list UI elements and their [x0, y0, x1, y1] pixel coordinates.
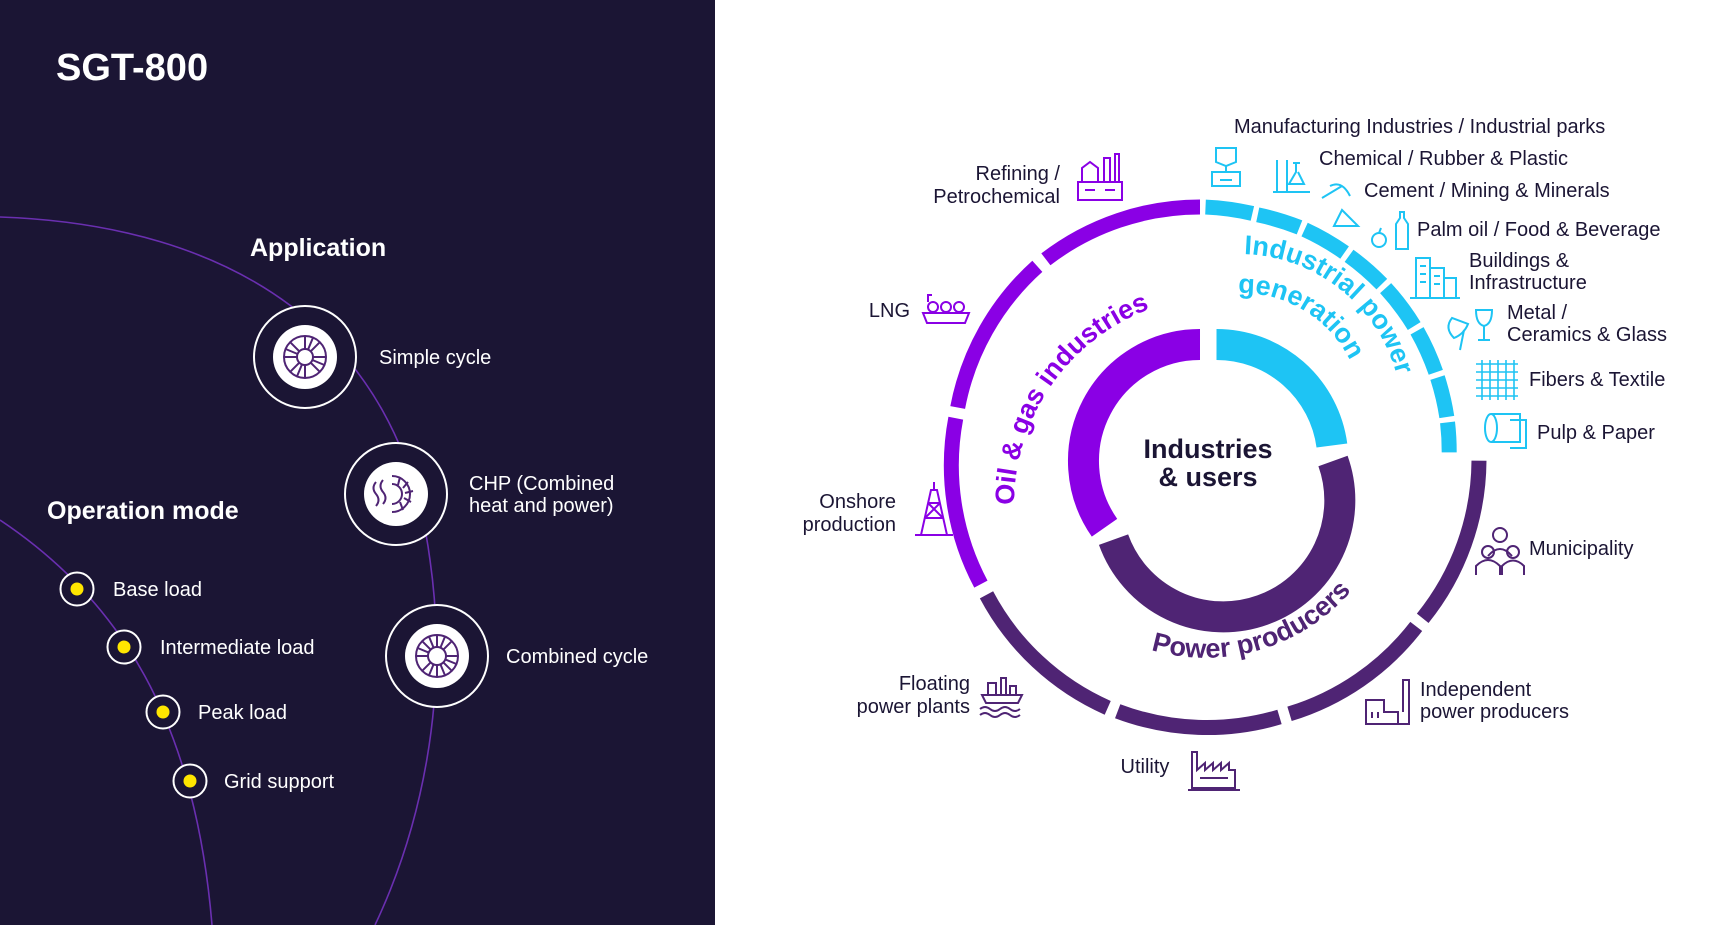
- turbine-icon: [283, 335, 327, 379]
- svg-text:Refining /: Refining /: [976, 163, 1061, 185]
- svg-text:LNG: LNG: [869, 300, 910, 322]
- svg-text:Buildings &: Buildings &: [1469, 250, 1570, 272]
- oil-rig-icon: [915, 482, 953, 536]
- user-cement-mining: Cement / Mining & Minerals: [1321, 180, 1610, 227]
- user-fibers-textile: Fibers & Textile: [1476, 360, 1665, 400]
- svg-text:Fibers & Textile: Fibers & Textile: [1529, 369, 1665, 391]
- application-heading: Application: [250, 234, 386, 262]
- user-chemical: Chemical / Rubber & Plastic: [1273, 148, 1568, 193]
- outer-ring-segment-industrial-power: [1205, 199, 1255, 221]
- outer-ring-segment-industrial-power: [1344, 249, 1388, 290]
- application-label: heat and power): [469, 495, 614, 517]
- outer-ring-segment-industrial-power: [1430, 375, 1455, 419]
- turbine-combined-icon: [415, 634, 459, 678]
- operation-label: Grid support: [224, 771, 334, 793]
- decorative-arc-outer: [0, 216, 438, 925]
- user-refining-petrochemical: Refining / Petrochemical: [933, 153, 1123, 208]
- user-pulp-paper: Pulp & Paper: [1484, 413, 1655, 449]
- floating-plant-icon: [979, 677, 1024, 718]
- svg-text:Floating: Floating: [899, 673, 970, 695]
- operation-item-peak-load[interactable]: Peak load: [145, 694, 287, 730]
- outer-ring-segment-industrial-power: [1440, 421, 1457, 453]
- outer-ring-segment-industrial-power: [1380, 283, 1421, 331]
- operation-item-base-load[interactable]: Base load: [59, 571, 202, 607]
- left-panel: SGT-800 Application Simple cycle: [0, 0, 715, 925]
- outer-ring-segment-oil-gas: [943, 416, 988, 588]
- application-item-combined-cycle[interactable]: Combined cycle: [385, 604, 648, 708]
- inner-ring-segment-power-producers: [1098, 455, 1356, 633]
- svg-text:Cement / Mining & Minerals: Cement / Mining & Minerals: [1364, 180, 1610, 202]
- operation-label: Peak load: [198, 702, 287, 724]
- factory-icon: [1365, 679, 1410, 725]
- user-metal-ceramics: Metal / Ceramics & Glass: [1447, 302, 1667, 351]
- svg-text:Infrastructure: Infrastructure: [1469, 272, 1587, 294]
- outer-ring-segment-oil-gas: [1041, 199, 1201, 266]
- svg-text:Onshore: Onshore: [819, 491, 896, 513]
- outer-ring-segment-power-producers: [979, 591, 1111, 715]
- buildings-icon: [1410, 257, 1460, 299]
- svg-text:Metal /: Metal /: [1507, 302, 1567, 324]
- user-independent-producers: Independent power producers: [1365, 679, 1569, 725]
- svg-text:Municipality: Municipality: [1529, 538, 1633, 560]
- application-graphic: SGT-800 Application Simple cycle: [0, 47, 648, 925]
- outer-ring-segment-oil-gas: [950, 260, 1043, 409]
- center-label: Industries: [1143, 434, 1272, 464]
- outer-ring-segment-power-producers: [1287, 621, 1423, 722]
- svg-text:Petrochemical: Petrochemical: [933, 186, 1060, 208]
- user-onshore-production: Onshore production: [803, 482, 953, 536]
- paper-roll-icon: [1484, 413, 1527, 449]
- svg-text:power plants: power plants: [857, 696, 970, 718]
- user-buildings: Buildings & Infrastructure: [1410, 250, 1587, 299]
- page-title: SGT-800: [56, 47, 208, 89]
- user-floating-plants: Floating power plants: [857, 673, 1024, 718]
- svg-text:production: production: [803, 514, 896, 536]
- center-label: & users: [1158, 462, 1257, 492]
- chemical-flask-icon: [1273, 160, 1310, 193]
- ceramics-glass-icon: [1447, 309, 1494, 351]
- refinery-icon: [1077, 153, 1123, 201]
- svg-text:power producers: power producers: [1420, 701, 1569, 723]
- operation-item-grid-support[interactable]: Grid support: [172, 763, 335, 799]
- application-label: CHP (Combined: [469, 473, 614, 495]
- user-municipality: Municipality: [1475, 527, 1633, 575]
- inner-ring-segment-industrial-power: [1216, 329, 1348, 448]
- svg-text:Palm oil / Food & Beverage: Palm oil / Food & Beverage: [1417, 219, 1660, 241]
- application-label: Combined cycle: [506, 646, 648, 668]
- operation-item-intermediate-load[interactable]: Intermediate load: [106, 629, 315, 665]
- svg-text:Manufacturing Industries / Ind: Manufacturing Industries / Industrial pa…: [1234, 116, 1605, 138]
- food-bottle-icon: [1371, 211, 1409, 250]
- operation-label: Base load: [113, 579, 202, 601]
- outer-ring-segment-power-producers: [1416, 460, 1487, 624]
- operation-label: Intermediate load: [160, 637, 315, 659]
- operation-mode-heading: Operation mode: [47, 497, 239, 525]
- svg-text:Ceramics & Glass: Ceramics & Glass: [1507, 324, 1667, 346]
- textile-icon: [1476, 360, 1518, 400]
- power-plant-icon: [1188, 751, 1240, 791]
- decorative-arc-inner: [0, 519, 213, 925]
- outer-ring-segment-industrial-power: [1410, 327, 1443, 375]
- inner-ring-segment-oil-gas: [1067, 329, 1201, 537]
- svg-text:Independent: Independent: [1420, 679, 1532, 701]
- application-item-chp[interactable]: CHP (Combined heat and power): [344, 442, 614, 546]
- application-item-simple-cycle[interactable]: Simple cycle: [253, 305, 491, 409]
- outer-ring-segment-industrial-power: [1301, 222, 1349, 259]
- lng-ship-icon: [921, 294, 971, 324]
- outer-ring-segment-power-producers: [1115, 704, 1282, 736]
- industries-users-diagram: Industries & users Oil & gas industries …: [803, 116, 1667, 791]
- user-manufacturing: Manufacturing Industries / Industrial pa…: [1211, 116, 1605, 187]
- people-icon: [1475, 527, 1525, 575]
- svg-text:Pulp & Paper: Pulp & Paper: [1537, 422, 1655, 444]
- manufacturing-icon: [1211, 147, 1241, 187]
- pickaxe-icon: [1321, 183, 1361, 227]
- outer-ring-segment-industrial-power: [1256, 207, 1303, 235]
- svg-text:Utility: Utility: [1121, 756, 1170, 778]
- turbine-heat-icon: [372, 475, 414, 513]
- svg-text:Chemical / Rubber & Plastic: Chemical / Rubber & Plastic: [1319, 148, 1568, 170]
- user-food-beverage: Palm oil / Food & Beverage: [1371, 211, 1660, 250]
- user-utility: Utility: [1121, 751, 1240, 791]
- application-label: Simple cycle: [379, 347, 491, 369]
- user-lng: LNG: [869, 294, 971, 324]
- right-panel: Industries & users Oil & gas industries …: [715, 0, 1717, 925]
